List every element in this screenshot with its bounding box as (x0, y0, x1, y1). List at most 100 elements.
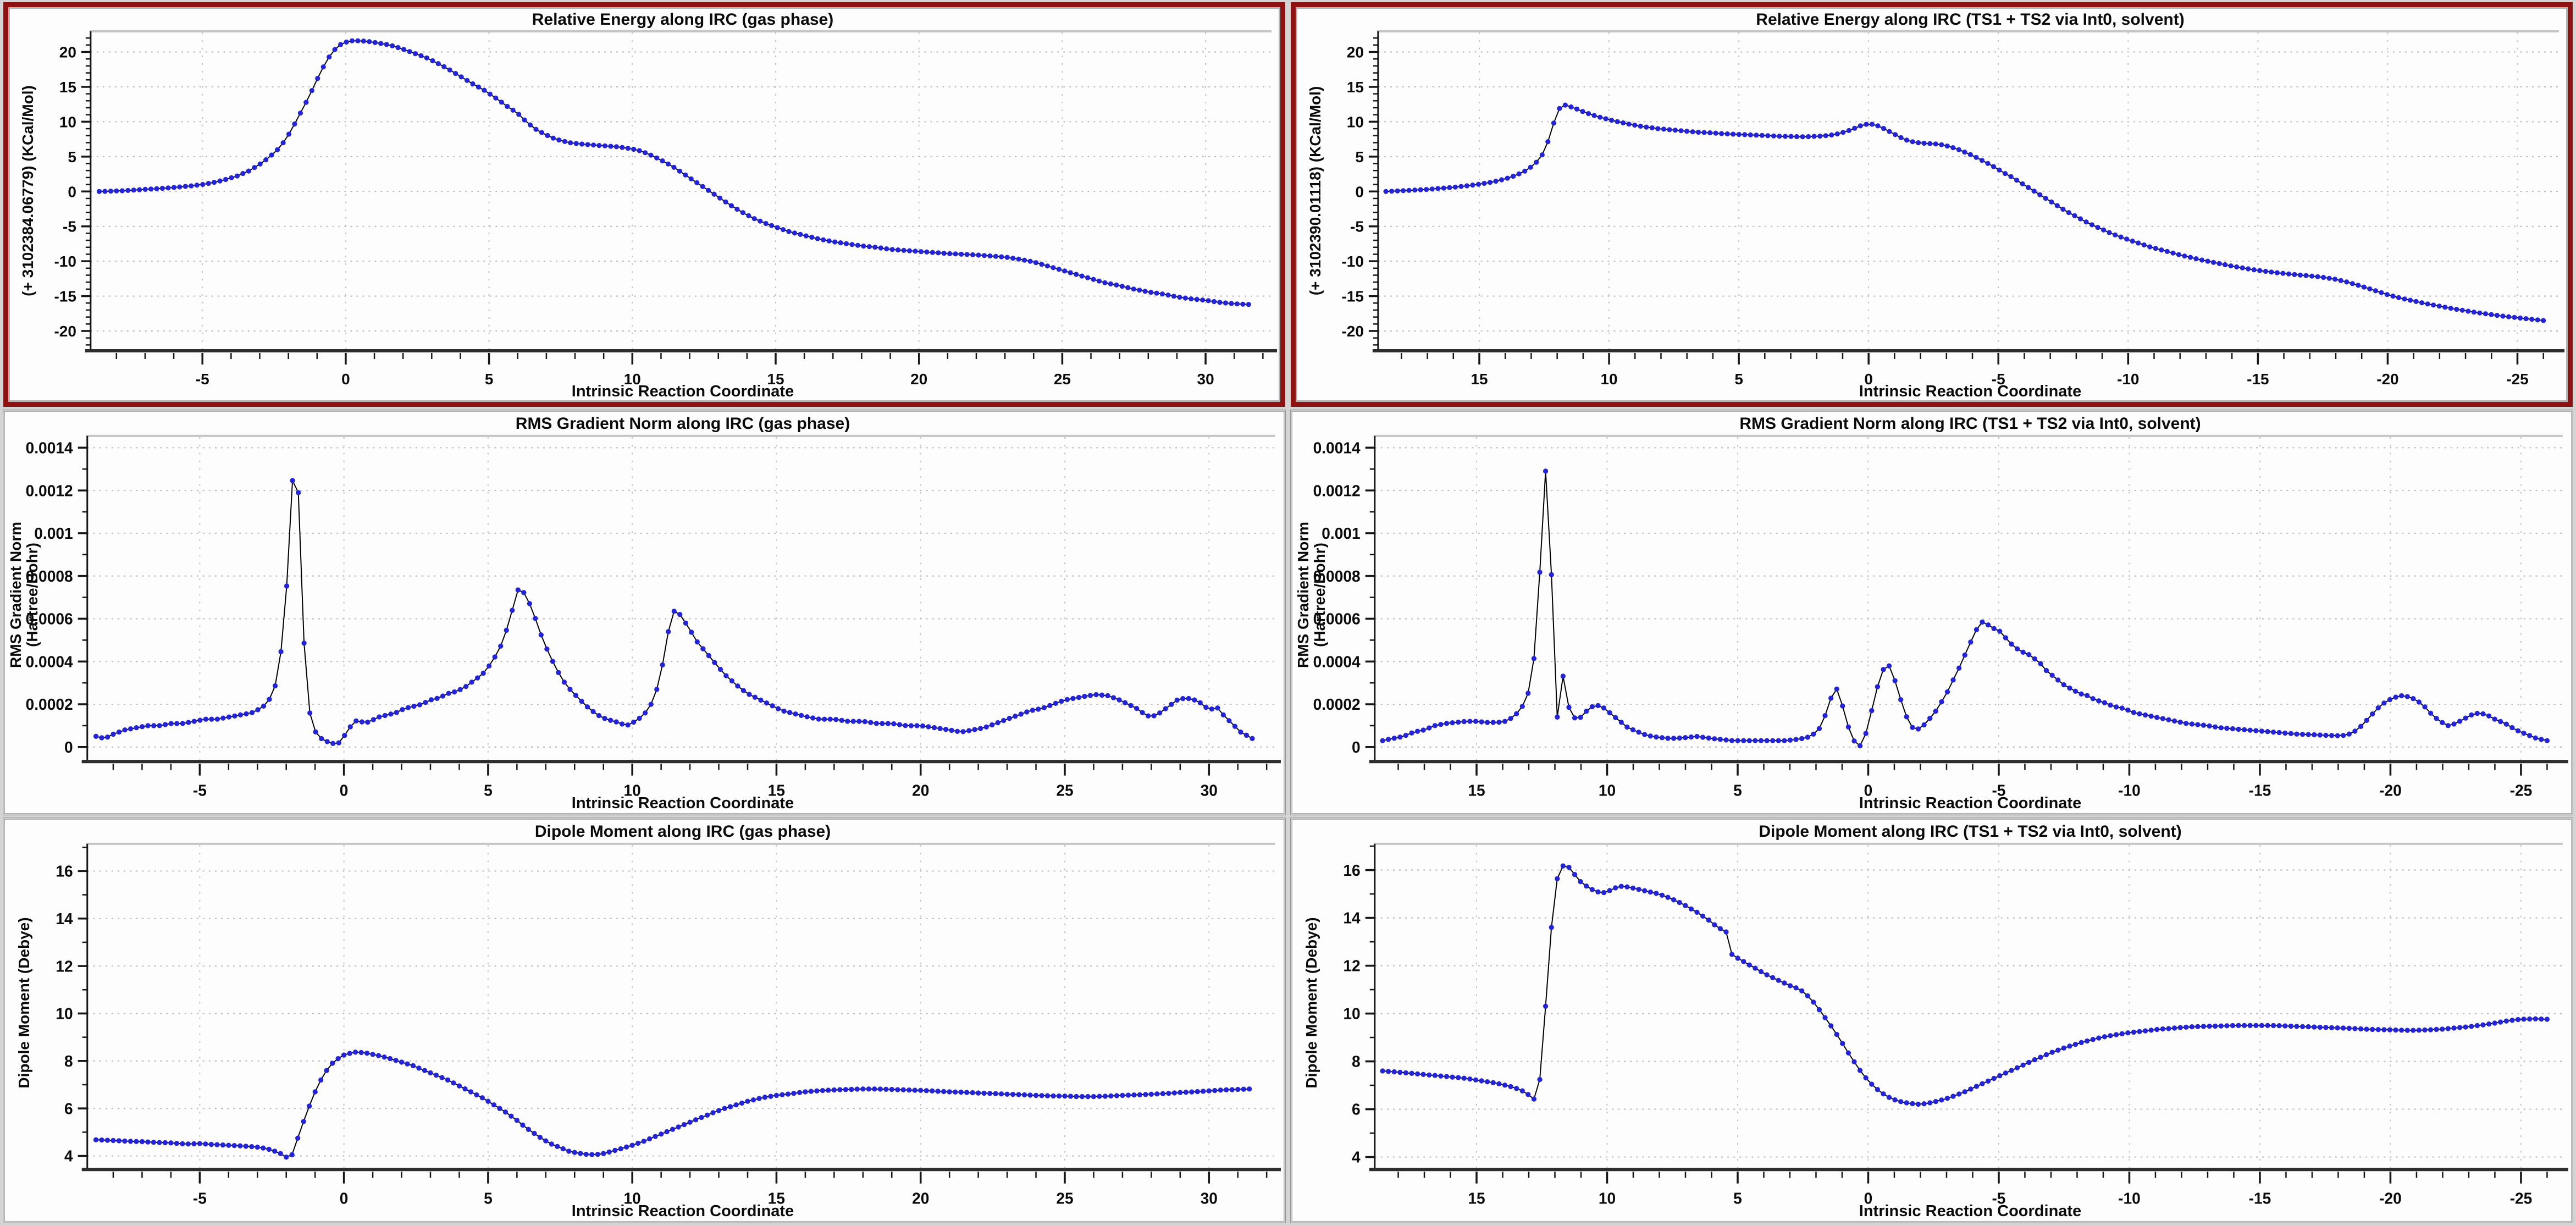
svg-text:-5: -5 (193, 1190, 207, 1207)
svg-text:-20: -20 (2379, 1190, 2402, 1207)
svg-text:-15: -15 (2249, 782, 2271, 799)
panel-dipole-solvent[interactable]: Dipole Moment along IRC (TS1 + TS2 via I… (1291, 818, 2573, 1223)
panel-energy-solvent[interactable]: Relative Energy along IRC (TS1 + TS2 via… (1291, 2, 2573, 407)
svg-text:0.001: 0.001 (1322, 525, 1360, 543)
svg-text:15: 15 (59, 79, 76, 96)
svg-text:12: 12 (56, 958, 73, 975)
svg-text:-20: -20 (2376, 371, 2398, 388)
svg-text:5: 5 (1355, 148, 1364, 165)
panel-energy-gas[interactable]: Relative Energy along IRC (gas phase) (+… (3, 2, 1285, 407)
svg-text:5: 5 (485, 371, 494, 388)
svg-text:12: 12 (1343, 958, 1360, 975)
svg-text:0.0012: 0.0012 (1313, 482, 1361, 500)
svg-text:0.0006: 0.0006 (26, 610, 73, 628)
svg-text:-10: -10 (2118, 1190, 2141, 1207)
svg-text:0.001: 0.001 (34, 525, 73, 543)
svg-text:10: 10 (624, 1190, 641, 1207)
svg-text:-5: -5 (63, 218, 76, 235)
svg-text:-5: -5 (196, 371, 209, 388)
svg-text:5: 5 (68, 148, 76, 165)
svg-text:-5: -5 (1992, 1190, 2005, 1207)
svg-text:0: 0 (1355, 183, 1364, 200)
svg-text:10: 10 (624, 782, 641, 799)
svg-text:-15: -15 (54, 288, 76, 305)
svg-text:20: 20 (910, 371, 927, 388)
energy-gas-plot-canvas[interactable]: -20 -15 -10 -5 0 5 10 15 20 -5 0 5 10 15 20 25 30 (8, 7, 1280, 402)
svg-text:16: 16 (1343, 862, 1360, 880)
svg-text:-15: -15 (2249, 1190, 2271, 1207)
svg-text:15: 15 (767, 371, 784, 388)
panel-gradient-solvent[interactable]: RMS Gradient Norm along IRC (TS1 + TS2 v… (1291, 410, 2573, 815)
svg-text:0: 0 (1864, 1190, 1873, 1207)
energy-solvent-plot-canvas[interactable]: -20 -15 -10 -5 0 5 10 15 20 15 10 5 0 -5 -10 -15 -20 -25 (1296, 7, 2568, 402)
svg-text:10: 10 (1347, 113, 1364, 130)
panel-gradient-gas[interactable]: RMS Gradient Norm along IRC (gas phase) … (3, 410, 1285, 815)
chart-title-energy-solvent: Relative Energy along IRC (TS1 + TS2 via… (1756, 10, 2185, 29)
svg-text:30: 30 (1197, 371, 1214, 388)
svg-text:25: 25 (1056, 782, 1073, 799)
svg-text:-20: -20 (54, 323, 76, 340)
svg-text:15: 15 (768, 782, 785, 799)
x-axis-label-dipole-solvent: Intrinsic Reaction Coordinate (1859, 1202, 2082, 1220)
svg-text:-10: -10 (54, 253, 76, 270)
svg-text:0: 0 (68, 183, 76, 200)
svg-text:8: 8 (64, 1053, 73, 1070)
svg-text:0: 0 (340, 782, 349, 799)
svg-text:30: 30 (1201, 1190, 1218, 1207)
dipole-gas-plot-canvas[interactable]: 4 6 8 10 12 14 16 -5 0 5 10 15 20 25 30 (4, 819, 1284, 1222)
svg-text:-25: -25 (2506, 371, 2528, 388)
chart-title-gradient-gas: RMS Gradient Norm along IRC (gas phase) (515, 415, 850, 433)
svg-text:15: 15 (1347, 79, 1364, 96)
svg-text:4: 4 (64, 1148, 73, 1166)
svg-text:15: 15 (1468, 1190, 1485, 1207)
svg-text:0.0002: 0.0002 (1313, 696, 1361, 714)
panel-dipole-gas[interactable]: Dipole Moment along IRC (gas phase) Dipo… (3, 818, 1285, 1223)
svg-text:10: 10 (59, 113, 76, 130)
svg-text:0.0014: 0.0014 (26, 439, 73, 457)
svg-text:0.0004: 0.0004 (1313, 653, 1361, 671)
svg-text:-5: -5 (193, 782, 207, 799)
svg-text:-25: -25 (2510, 1190, 2533, 1207)
svg-text:30: 30 (1201, 782, 1218, 799)
svg-text:8: 8 (1352, 1053, 1361, 1071)
svg-text:6: 6 (1352, 1101, 1361, 1119)
chart-title-energy-gas: Relative Energy along IRC (gas phase) (532, 10, 834, 29)
svg-text:20: 20 (59, 44, 76, 61)
svg-text:0: 0 (340, 1190, 349, 1207)
x-axis-label-gradient-solvent: Intrinsic Reaction Coordinate (1859, 794, 2082, 812)
svg-text:-25: -25 (2510, 782, 2533, 799)
svg-text:6: 6 (64, 1100, 73, 1118)
svg-text:14: 14 (56, 910, 73, 928)
svg-text:0.0014: 0.0014 (1313, 439, 1361, 457)
svg-text:-10: -10 (1341, 253, 1363, 270)
x-axis-label-gradient-gas: Intrinsic Reaction Coordinate (571, 794, 794, 812)
svg-text:-20: -20 (2379, 782, 2402, 799)
dipole-solvent-plot-canvas[interactable]: 4 6 8 10 12 14 16 15 10 5 0 -5 -10 -15 -20 -25 (1292, 819, 2572, 1222)
svg-text:10: 10 (1601, 371, 1618, 388)
chart-title-dipole-gas: Dipole Moment along IRC (gas phase) (534, 822, 831, 841)
svg-text:0: 0 (1864, 782, 1873, 799)
svg-text:5: 5 (484, 1190, 493, 1207)
svg-text:-5: -5 (1350, 218, 1364, 235)
svg-text:0.0008: 0.0008 (1313, 568, 1361, 586)
svg-text:-10: -10 (2117, 371, 2139, 388)
gradient-gas-plot-canvas[interactable]: 0 0.0002 0.0004 0.0006 0.0008 0.001 0.0012 0.00… (4, 411, 1284, 814)
svg-text:10: 10 (56, 1005, 73, 1023)
svg-text:0.0004: 0.0004 (26, 653, 73, 671)
svg-text:20: 20 (912, 1190, 929, 1207)
svg-text:20: 20 (1347, 44, 1364, 61)
gradient-solvent-plot-canvas[interactable]: 0 0.0002 0.0004 0.0006 0.0008 0.001 0.0012 0.00… (1292, 411, 2572, 814)
svg-text:0: 0 (341, 371, 350, 388)
svg-text:5: 5 (1733, 1190, 1742, 1207)
svg-text:10: 10 (1343, 1006, 1360, 1023)
svg-text:5: 5 (1734, 371, 1743, 388)
x-axis-label-energy-gas: Intrinsic Reaction Coordinate (571, 383, 794, 400)
svg-text:-20: -20 (1341, 323, 1363, 340)
svg-text:15: 15 (1471, 371, 1488, 388)
chart-title-dipole-solvent: Dipole Moment along IRC (TS1 + TS2 via I… (1759, 822, 2182, 841)
x-axis-label-energy-solvent: Intrinsic Reaction Coordinate (1859, 383, 2082, 400)
svg-text:10: 10 (624, 371, 641, 388)
svg-text:0.0006: 0.0006 (1313, 610, 1361, 628)
svg-text:0.0012: 0.0012 (26, 482, 73, 500)
